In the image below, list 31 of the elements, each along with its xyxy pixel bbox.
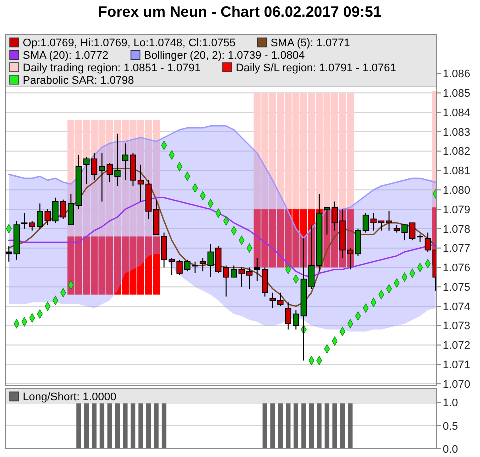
y-tick-label: 1.079: [443, 204, 471, 216]
y-tick-label: 1.080: [443, 184, 471, 197]
legend-label: Daily S/L region: 1.0791 - 1.0761: [236, 62, 396, 74]
legend-label: Bollinger (20, 2): 1.0739 - 1.0804: [144, 50, 306, 62]
y-tick-label: 1.077: [443, 243, 471, 256]
chart-title: Forex um Neun - Chart 06.02.2017 09:51: [98, 4, 382, 21]
y-tick-label: 1.081: [443, 166, 471, 178]
y-tick-label: 1.072: [443, 340, 471, 352]
y-tick-label: 1.070: [443, 378, 471, 391]
y-tick-label: 1.085: [443, 88, 471, 100]
y-tick-label: 1.071: [443, 360, 471, 372]
y-tick-label: 1.084: [443, 107, 471, 120]
legend-label: Daily trading region: 1.0851 - 1.0791: [23, 62, 201, 74]
y-tick-label: 1.076: [443, 262, 471, 275]
legend-label: SMA (5): 1.0771: [270, 38, 350, 50]
y-tick-label: 1.075: [443, 282, 471, 294]
legend-label: SMA (20): 1.0772: [23, 50, 109, 62]
y-tick-label: 1.082: [443, 146, 471, 158]
y-tick-label: 1.073: [443, 320, 471, 333]
legend-label: Long/Short: 1.0000: [23, 392, 117, 404]
legend-label: Parabolic SAR: 1.0798: [23, 74, 134, 87]
legend-label: Op:1.0769, Hi:1.0769, Lo:1.0748, Cl:1.0755: [23, 38, 236, 50]
y-tick-label: 0.0: [443, 444, 458, 456]
candlestick: [22, 212, 28, 230]
y-tick-label: 0.5: [443, 420, 458, 433]
line-series: [8, 125, 436, 240]
y-tick-label: 1.083: [443, 126, 471, 139]
y-tick-label: 1.086: [443, 68, 471, 81]
y-tick-label: 1.074: [443, 301, 471, 314]
y-tick-label: 1.078: [443, 224, 471, 236]
y-tick-label: 1.0: [443, 398, 458, 410]
